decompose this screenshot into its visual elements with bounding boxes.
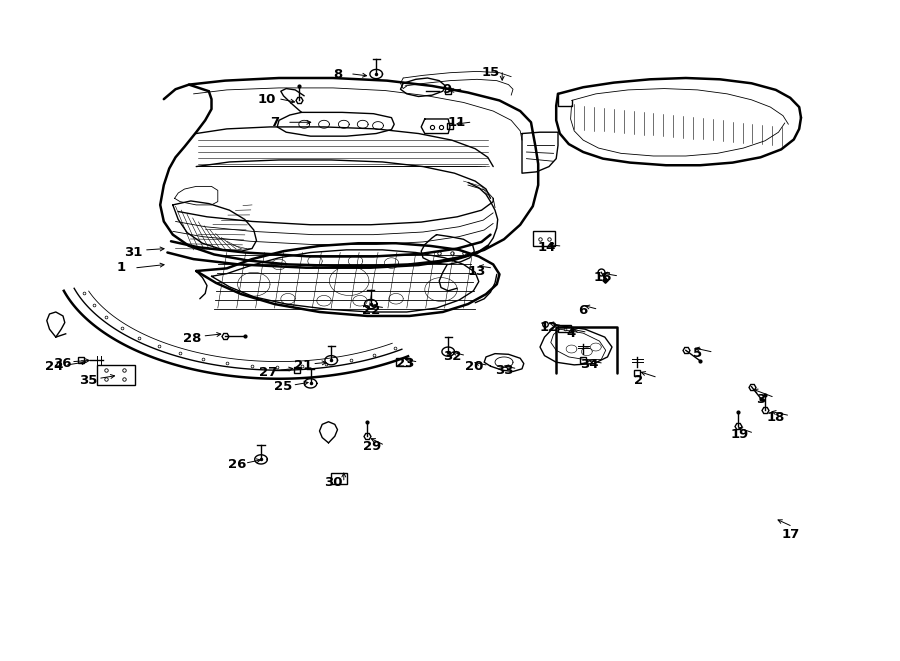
Text: 3: 3: [756, 393, 765, 407]
Text: 21: 21: [294, 359, 312, 372]
Text: 27: 27: [259, 366, 277, 379]
Bar: [533, 231, 555, 246]
Text: 28: 28: [184, 332, 202, 345]
Text: 18: 18: [767, 411, 785, 424]
Bar: [97, 365, 135, 385]
Bar: [331, 473, 347, 484]
Text: 15: 15: [482, 66, 500, 79]
Text: 10: 10: [257, 93, 275, 106]
Text: 22: 22: [362, 304, 380, 317]
Text: 6: 6: [579, 304, 588, 317]
Text: 5: 5: [693, 347, 702, 360]
Text: 20: 20: [465, 360, 483, 373]
Text: 33: 33: [495, 364, 513, 377]
Bar: [396, 358, 410, 366]
Text: 13: 13: [468, 264, 486, 278]
Text: 32: 32: [443, 350, 461, 364]
Text: 17: 17: [781, 527, 799, 541]
Text: 12: 12: [540, 321, 558, 334]
Text: 8: 8: [333, 67, 342, 81]
Text: 24: 24: [45, 360, 63, 373]
Text: 26: 26: [228, 458, 246, 471]
Text: 25: 25: [274, 380, 292, 393]
Text: 2: 2: [634, 373, 644, 387]
Text: 14: 14: [538, 241, 556, 254]
Bar: [558, 325, 571, 332]
Text: 29: 29: [363, 440, 381, 453]
Text: 34: 34: [580, 358, 598, 371]
Text: 31: 31: [124, 246, 142, 259]
Text: 36: 36: [53, 357, 71, 370]
Text: 23: 23: [396, 357, 414, 370]
Text: 19: 19: [731, 428, 749, 442]
Text: 30: 30: [324, 476, 342, 489]
Text: 1: 1: [117, 261, 126, 274]
Text: 35: 35: [79, 373, 97, 387]
Text: 11: 11: [447, 116, 465, 129]
Text: 7: 7: [270, 116, 279, 129]
Text: 4: 4: [567, 327, 576, 340]
Text: 16: 16: [594, 271, 612, 284]
Text: 9: 9: [443, 83, 452, 96]
